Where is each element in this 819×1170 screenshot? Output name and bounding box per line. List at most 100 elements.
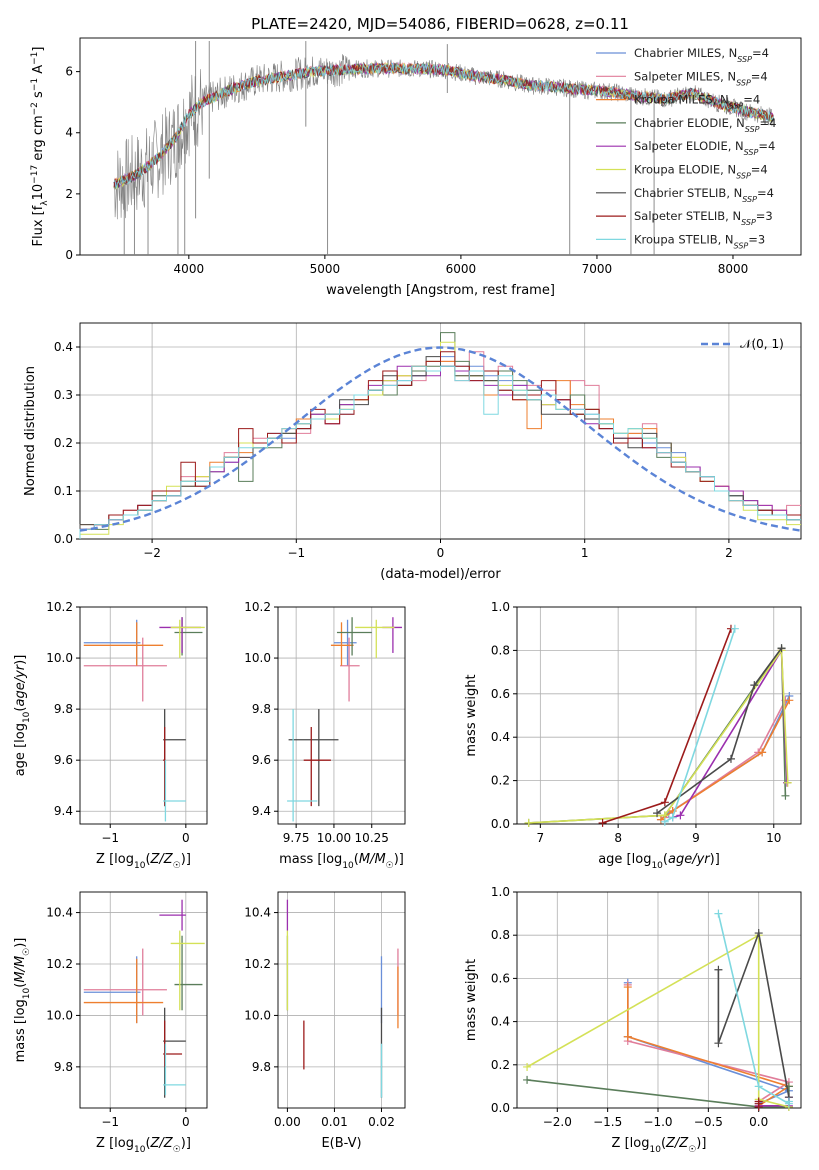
x-tick-label: −1	[101, 831, 119, 845]
label-part: ☉	[688, 1145, 696, 1155]
label-part: −1	[30, 52, 40, 65]
x-tick-label: −1	[287, 546, 305, 560]
y-tick-label: 0.8	[491, 928, 510, 942]
label-part: 10	[22, 987, 32, 999]
plot-frame	[516, 891, 802, 1109]
label-part: Z [log	[612, 1136, 650, 1151]
mass_vs_Z-xlabel: Z [log10(Z/Z☉)]	[96, 1136, 191, 1155]
residuals-xlabel: (data-model)/error	[380, 567, 501, 582]
age_vs_Z-xlabel: Z [log10(Z/Z☉)]	[96, 852, 191, 871]
label-part: ☉	[173, 1145, 181, 1155]
legend-entry: Salpeter STELIB, NSSP=3	[634, 209, 773, 227]
label-part: (	[661, 1136, 666, 1151]
mass_weight_vs_Z-xlabel: Z [log10(Z/Z☉)]	[612, 1136, 707, 1155]
y-tick-label: 0.3	[54, 388, 73, 402]
x-tick-label: −0.5	[694, 1115, 723, 1129]
legend-text: Chabrier MILES, N	[634, 46, 737, 60]
x-tick-label: 6000	[446, 262, 477, 276]
label-part: 10	[31, 184, 46, 201]
y-tick-label: 10.2	[244, 600, 271, 614]
plot-frame	[277, 891, 406, 1109]
x-tick-label: 0.01	[321, 1115, 348, 1129]
model-fit-line	[113, 62, 774, 189]
mass-weight-marker	[781, 791, 790, 800]
plot-frame	[79, 322, 802, 540]
mass-weight-marker	[653, 809, 662, 818]
x-tick-label: 0	[182, 831, 190, 845]
label-part: )]	[181, 1136, 191, 1151]
histogram-step	[79, 365, 801, 539]
legend-tail: =4	[751, 69, 768, 83]
y-tick-label: 0.8	[491, 643, 510, 657]
legend-tail: =4	[760, 116, 777, 130]
legend-text: Salpeter MILES, N	[634, 69, 736, 83]
legend-sub: SSP	[742, 194, 757, 203]
mass_weight_vs_Z-ylabel: mass weight	[464, 959, 479, 1041]
label-part: λ	[40, 200, 50, 206]
mass-weight-marker	[783, 778, 792, 787]
label-part: age [log	[598, 852, 651, 867]
label-part: E(B-V)	[321, 1136, 361, 1151]
residuals-axes: −2 −1 0 1 2 0.0 0.1 0.2 0.3 0.4	[54, 322, 802, 560]
mass_weight_vs_Z-lines	[523, 909, 793, 1111]
label-part: mass [log	[279, 852, 342, 867]
legend-tail: =4	[758, 139, 775, 153]
x-tick-label: 0.0	[749, 1115, 768, 1129]
mass-weight-line	[664, 699, 787, 819]
label-part: (	[663, 852, 668, 867]
legend-entry: Kroupa STELIB, NSSP=3	[634, 232, 765, 250]
legend-text: Kroupa MILES, N	[634, 93, 729, 107]
x-tick-label: 10.25	[355, 831, 389, 845]
y-tick-label: 0.0	[54, 532, 73, 546]
mass-weight-line	[672, 647, 788, 819]
label-part: −17	[30, 165, 40, 184]
legend-entry: Kroupa MILES, NSSP=4	[634, 93, 760, 111]
y-tick-label: 10.0	[46, 1008, 73, 1022]
y-tick-label: 0.2	[54, 436, 73, 450]
label-part: (	[13, 707, 28, 712]
y-tick-label: 0.0	[491, 1101, 510, 1115]
label-part: s	[31, 91, 46, 102]
mass-weight-line	[602, 628, 732, 824]
y-tick-label: 9.8	[54, 702, 73, 716]
legend-sub: SSP	[744, 148, 759, 157]
legend-text: Salpeter STELIB, N	[634, 209, 741, 223]
mass_vs_Z-axes: −1 0 9.8 10.0 10.2 10.4	[46, 891, 208, 1129]
mass-weight-marker	[785, 696, 794, 705]
plot-frame	[277, 606, 406, 825]
mass_weight_vs_Z-axes: −2.0 −1.5 −1.0 −0.5 0.0 0.0 0.2 0.4 0.6 0.8 1.0	[491, 885, 802, 1129]
label-part: −2	[30, 102, 40, 115]
y-tick-label: 10.0	[46, 651, 73, 665]
mass-weight-marker	[524, 818, 533, 827]
x-tick-label: 0	[437, 546, 445, 560]
label-part: )]	[710, 852, 720, 867]
y-tick-label: 1.0	[491, 600, 510, 614]
legend-sub: SSP	[729, 101, 744, 110]
mass_vs_EBV-xlabel: E(B-V)	[321, 1136, 361, 1151]
label-part: Z/Z	[665, 1136, 689, 1151]
spectrum-xlabel: wavelength [Angstrom, rest frame]	[326, 283, 555, 298]
label-part: ]	[31, 47, 46, 52]
x-tick-label: 9.75	[283, 831, 310, 845]
mass-weight-marker	[523, 1075, 532, 1084]
mass_vs_EBV-points	[286, 899, 399, 1098]
mass_vs_EBV-axes: 0.00 0.01 0.02 9.8 10.0 10.2 10.4	[244, 891, 406, 1129]
x-tick-label: −2	[143, 546, 161, 560]
spectrum-lines	[113, 41, 774, 255]
label-part: ☉	[22, 948, 32, 956]
mass-weight-marker	[668, 813, 677, 822]
label-part: 10	[342, 861, 354, 871]
label-part: 10	[134, 861, 146, 871]
legend-text: Kroupa STELIB, N	[634, 232, 734, 246]
label-part: Z/Z	[150, 1136, 174, 1151]
label-part: mass weight	[464, 674, 479, 756]
legend-tail: =3	[756, 209, 773, 223]
legend-sub: SSP	[736, 171, 751, 180]
mass-weight-marker	[730, 624, 739, 633]
label-part: )]	[696, 1136, 706, 1151]
label-part: erg cm	[31, 115, 46, 164]
label-part: 10	[651, 861, 663, 871]
x-tick-label: 8	[614, 831, 622, 845]
y-tick-label: 0.2	[491, 1058, 510, 1072]
label-part: Normed distribution	[23, 366, 38, 496]
